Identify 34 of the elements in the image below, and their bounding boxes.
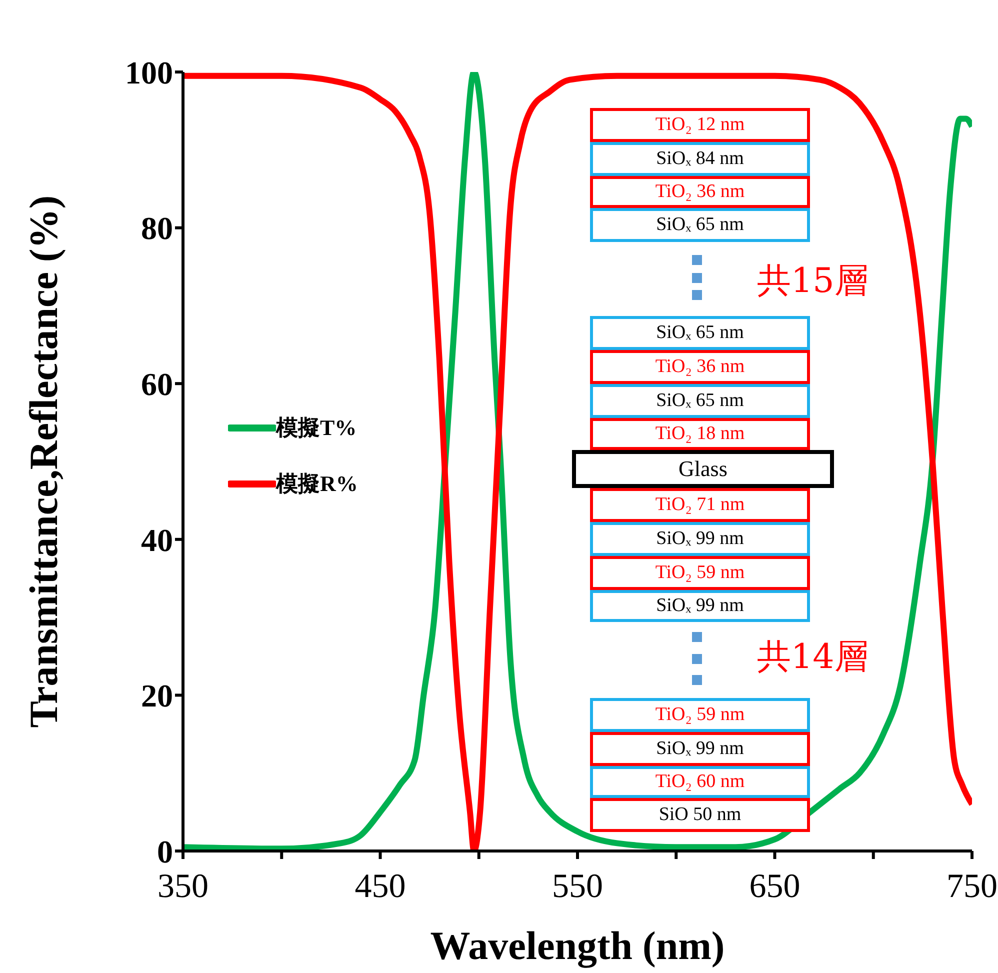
x-tick-label: 450 xyxy=(354,868,406,906)
annotation: TiO₂ 60 nm xyxy=(590,766,810,798)
x-tick-label: 350 xyxy=(158,868,208,906)
annotation: TiO₂ 18 nm xyxy=(590,418,810,450)
annotation: TiO₂ 59 nm xyxy=(590,698,810,732)
annotation: SiOₓ 84 nm xyxy=(590,142,810,176)
annotation: SiOₓ 65 nm xyxy=(590,316,810,350)
x-axis-title: Wavelength (nm) xyxy=(430,923,725,968)
annotation: SiO 50 nm xyxy=(590,798,810,832)
y-tick-label: 80 xyxy=(141,210,173,246)
y-tick-label: 0 xyxy=(157,833,173,870)
annotation: SiOₓ 99 nm xyxy=(590,522,810,556)
x-tick-label: 650 xyxy=(749,868,800,906)
x-tick-label: 750 xyxy=(946,868,998,906)
annotation: 共14層 xyxy=(757,636,868,679)
annotation: SiOₓ 65 nm xyxy=(590,384,810,418)
annotation: TiO₂ 36 nm xyxy=(590,350,810,384)
legend-label: 模擬R% xyxy=(276,470,358,498)
annotation: Glass xyxy=(572,450,834,488)
y-axis-title: Transmittance,Reflectance (%) xyxy=(21,195,66,728)
annotation: SiOₓ 99 nm xyxy=(590,732,810,766)
y-tick-label: 40 xyxy=(141,522,173,558)
x-tick-label: 550 xyxy=(552,868,603,906)
annotation: SiOₓ 65 nm xyxy=(590,208,810,242)
annotation: TiO₂ 12 nm xyxy=(590,108,810,142)
annotation: 共15層 xyxy=(757,260,868,303)
annotation: TiO₂ 36 nm xyxy=(590,176,810,208)
y-tick-label: 60 xyxy=(141,366,173,402)
annotation: TiO₂ 71 nm xyxy=(590,488,810,522)
annotation: TiO₂ 59 nm xyxy=(590,556,810,590)
y-tick-label: 20 xyxy=(141,678,173,714)
y-tick-label: 100 xyxy=(125,54,173,90)
annotation: SiOₓ 99 nm xyxy=(590,590,810,622)
legend-label: 模擬T% xyxy=(276,414,357,442)
